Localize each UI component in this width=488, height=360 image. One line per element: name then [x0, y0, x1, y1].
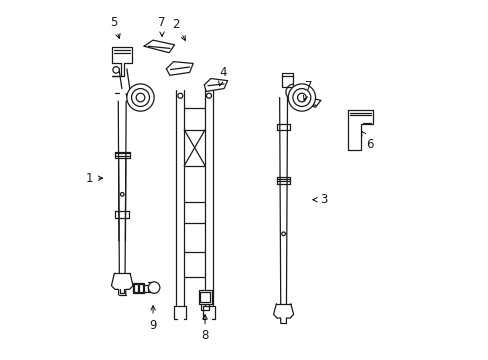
Text: 4: 4 — [218, 66, 226, 86]
Bar — [144, 285, 148, 292]
Circle shape — [178, 93, 183, 98]
Circle shape — [126, 84, 154, 111]
Bar — [134, 284, 138, 292]
Circle shape — [281, 232, 285, 235]
Circle shape — [206, 93, 211, 98]
Text: 2: 2 — [172, 18, 185, 40]
Circle shape — [113, 67, 119, 73]
Circle shape — [292, 89, 310, 107]
Bar — [282, 73, 292, 87]
Text: 3: 3 — [312, 193, 326, 206]
Circle shape — [287, 84, 315, 111]
Bar — [132, 283, 144, 293]
Text: 5: 5 — [110, 16, 120, 39]
Text: 8: 8 — [201, 315, 208, 342]
Circle shape — [148, 282, 160, 293]
Circle shape — [120, 193, 124, 196]
Circle shape — [297, 93, 305, 102]
Text: 7: 7 — [158, 16, 165, 36]
Text: 7: 7 — [303, 80, 312, 100]
Circle shape — [136, 93, 144, 102]
Text: 1: 1 — [86, 172, 102, 185]
Bar — [200, 292, 210, 302]
Text: 9: 9 — [149, 306, 157, 332]
Bar — [198, 290, 211, 304]
Circle shape — [131, 89, 149, 107]
Text: 6: 6 — [361, 131, 373, 150]
Bar — [139, 284, 142, 292]
